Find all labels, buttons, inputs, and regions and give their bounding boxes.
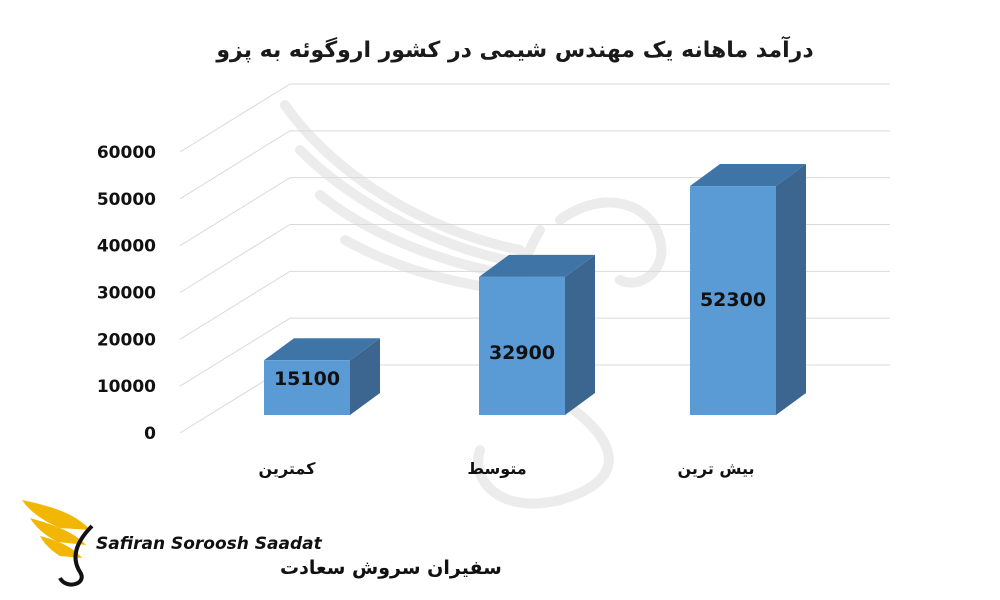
bar (479, 254, 595, 415)
bar-front (264, 360, 350, 415)
chart-title: درآمد ماهانه یک مهندس شیمی در کشور اروگو… (215, 35, 813, 63)
bar (690, 164, 806, 415)
company-logo: Safiran Soroosh Saadat سفیران سروش سعادت (22, 500, 502, 587)
bar (264, 338, 380, 415)
wing-icon (22, 500, 94, 587)
y-tick-label: 0 (144, 424, 156, 444)
y-tick-label: 20000 (97, 330, 156, 350)
y-axis-ticks: 0 10000 20000 30000 40000 50000 60000 (97, 143, 156, 444)
gridline (179, 83, 890, 153)
bars (264, 164, 806, 415)
y-tick-label: 10000 (97, 377, 156, 397)
bar-front (690, 186, 776, 415)
category-label: متوسط (467, 459, 526, 478)
bar-top (690, 164, 806, 187)
bird-wings-watermark (280, 100, 667, 509)
logo-farsi-text: سفیران سروش سعادت (280, 557, 502, 579)
x-axis-categories: کمترین متوسط بیش ترین (259, 459, 755, 478)
data-label: 52300 (700, 289, 766, 311)
value-labels: 15100 32900 52300 (274, 289, 766, 390)
bar-side (565, 254, 595, 415)
y-tick-label: 60000 (97, 143, 156, 163)
bar-top (479, 254, 595, 277)
category-label: کمترین (259, 459, 317, 478)
category-label: بیش ترین (677, 459, 754, 478)
y-tick-label: 30000 (97, 284, 156, 304)
data-label: 32900 (489, 342, 555, 364)
gridline (179, 130, 890, 200)
bar-front (479, 276, 565, 415)
bar-top (264, 338, 380, 361)
data-label: 15100 (274, 368, 340, 390)
y-tick-label: 40000 (97, 237, 156, 257)
y-tick-label: 50000 (97, 190, 156, 210)
bar-side (350, 338, 380, 415)
bar-side (776, 164, 806, 415)
logo-latin-text: Safiran Soroosh Saadat (96, 534, 323, 554)
